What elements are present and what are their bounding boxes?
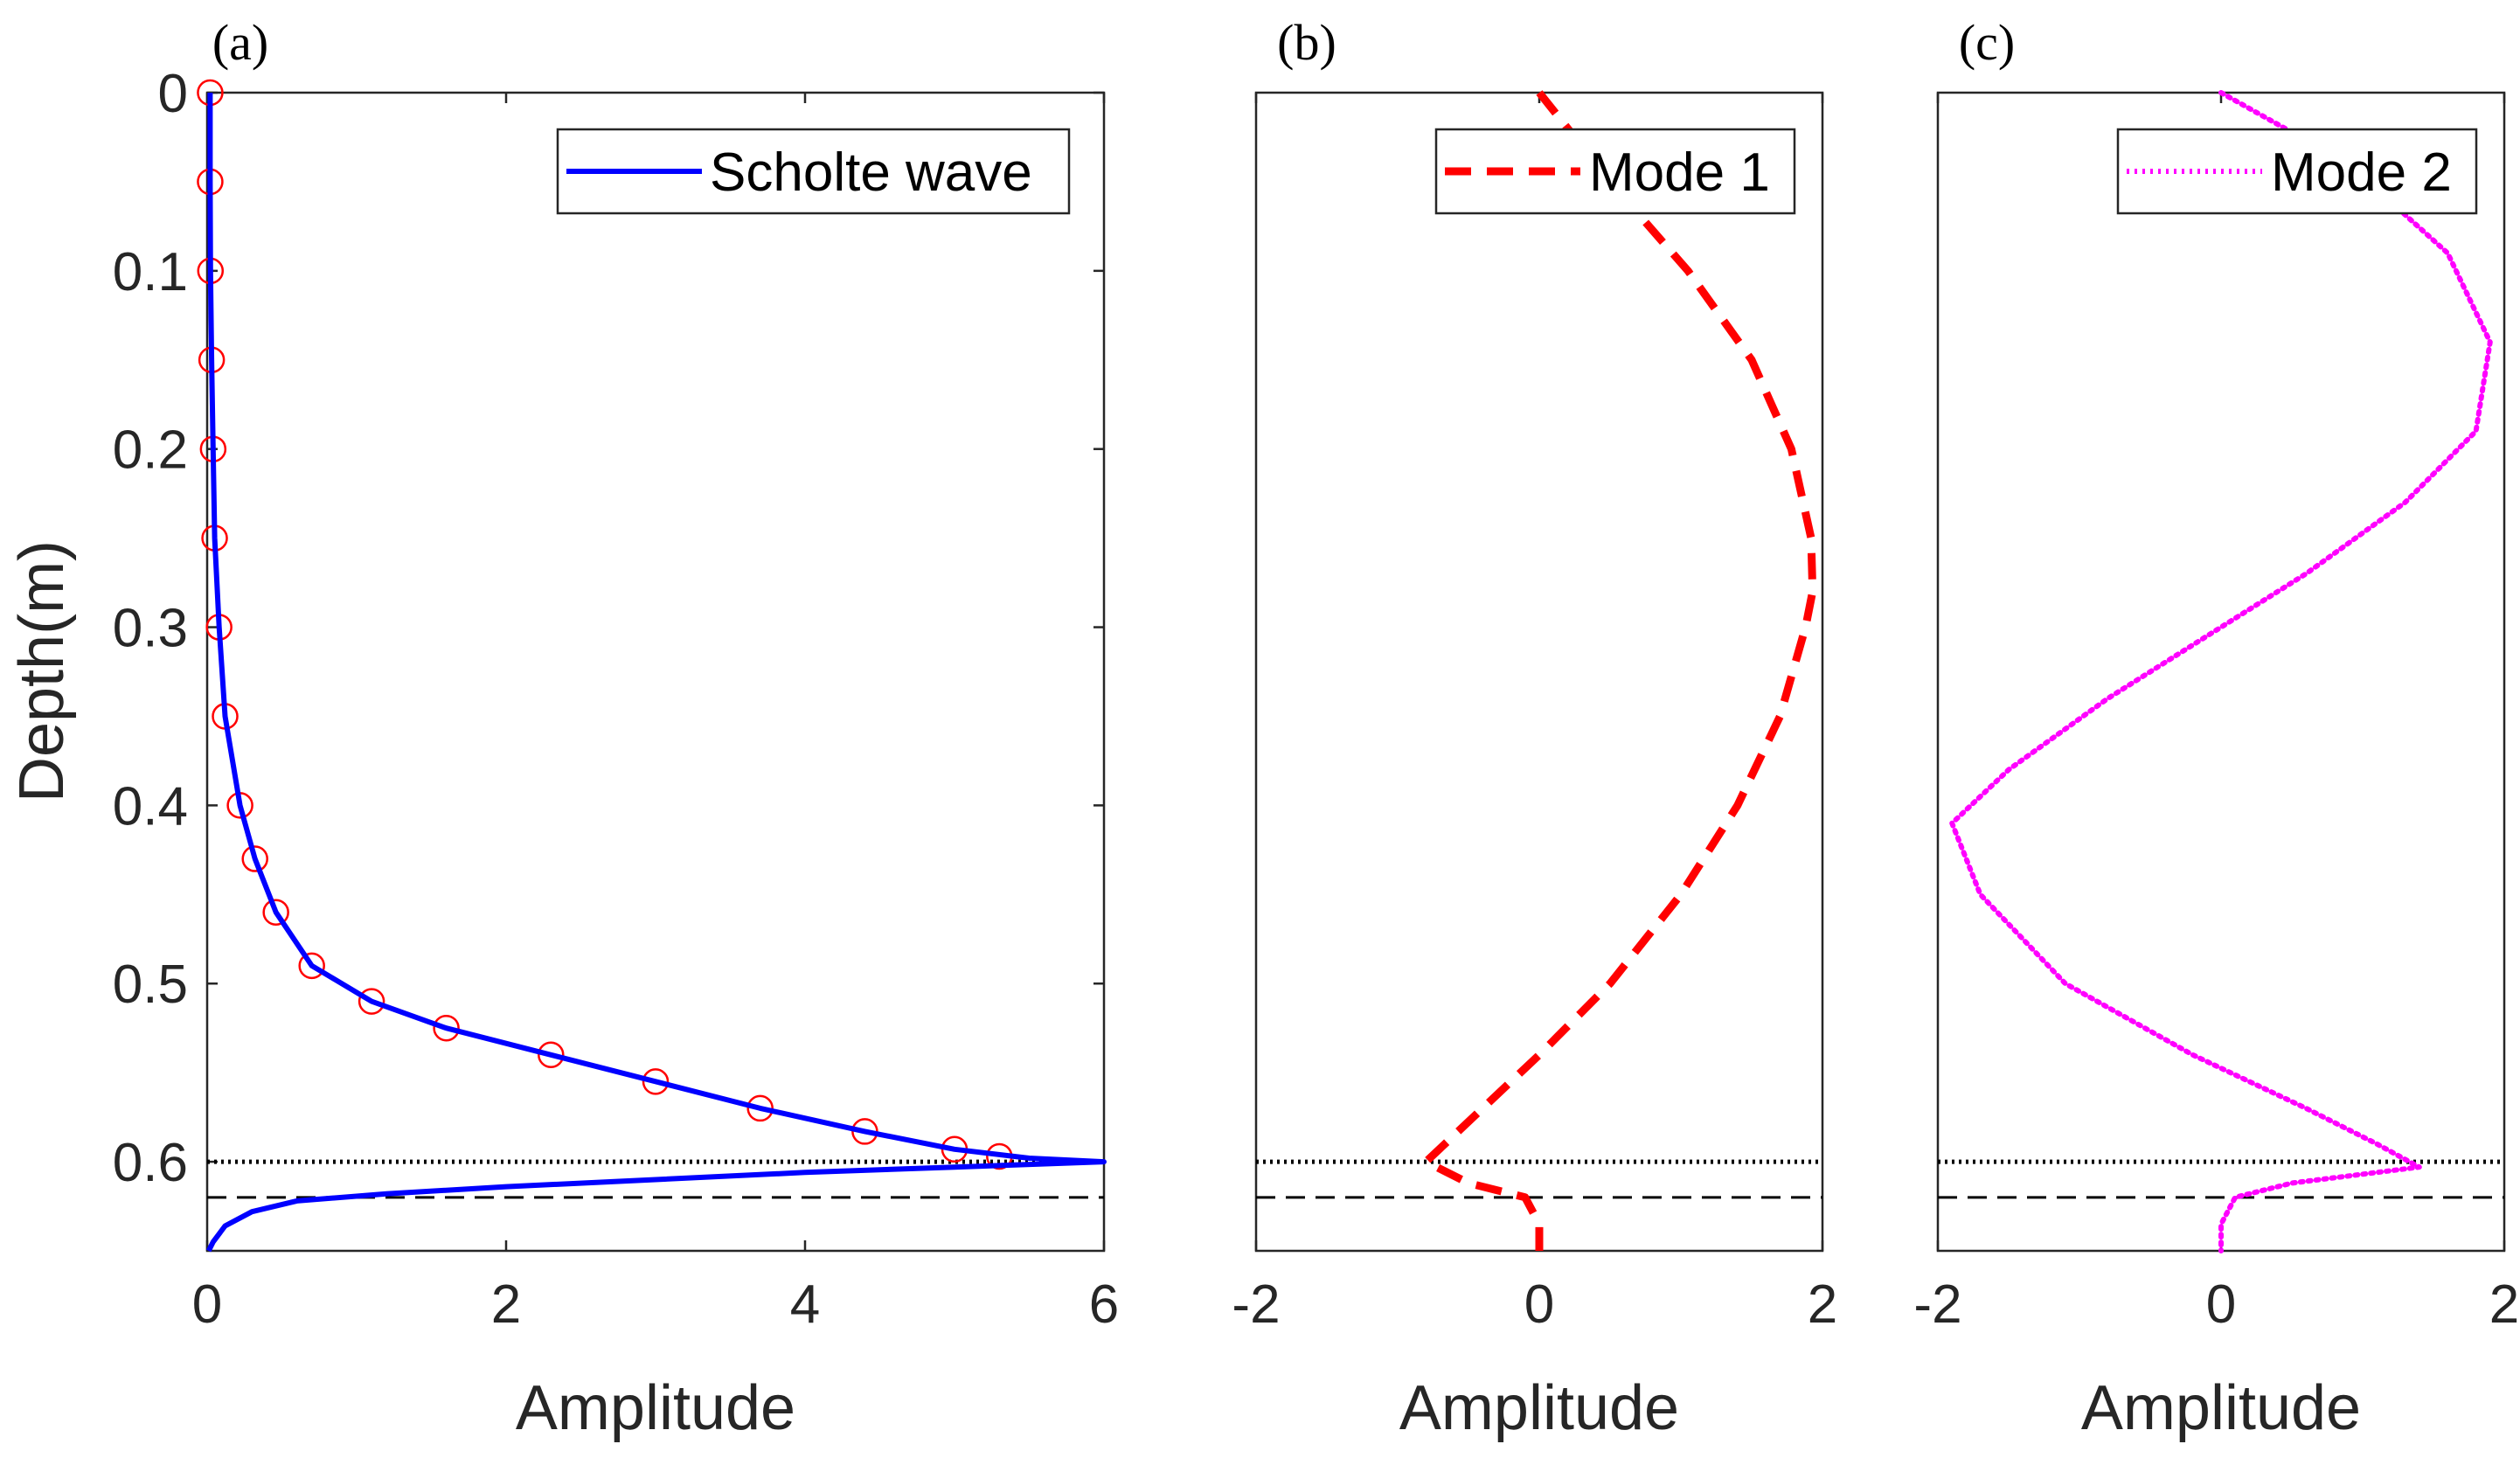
panel-b-series-line — [1421, 90, 1817, 1251]
panel-c-x-tick-label: 0 — [2206, 1274, 2236, 1335]
panel-c-legend-box — [2116, 128, 2478, 215]
panel-a-data-marker — [746, 1094, 774, 1122]
panel-b: (b) -2 0 2 Amplitude Mode 1 — [1232, 14, 1837, 1443]
panel-a-x-axis-label: Amplitude — [516, 1373, 795, 1443]
panel-c-x-tick-label: -2 — [1913, 1274, 1961, 1335]
panel-a-y-axis-label: Depth(m) — [7, 540, 77, 802]
panel-a-x-tick-label: 2 — [491, 1274, 521, 1335]
panel-a-y-tick-label: 0 — [158, 64, 188, 124]
panel-a-legend: Scholte wave — [556, 128, 1071, 215]
panel-a-data-marker — [538, 1041, 565, 1069]
panel-c-legend-label: Mode 2 — [2271, 142, 2452, 203]
panel-a-y-tick-label: 0.6 — [113, 1133, 188, 1193]
panel-a-y-tick-label: 0.1 — [113, 242, 188, 302]
panel-c-x-tick-label: 2 — [2489, 1274, 2519, 1335]
panel-b-label: (b) — [1277, 14, 1336, 71]
panel-b-x-tick-label: 0 — [1524, 1274, 1554, 1335]
panel-a-data-marker — [262, 899, 289, 926]
panel-a-data-marker — [298, 952, 325, 980]
panel-c-x-axis-label: Amplitude — [2081, 1373, 2361, 1443]
panel-a-label: (a) — [212, 14, 268, 71]
panel-a-legend-label: Scholte wave — [710, 142, 1032, 203]
panel-a-data-marker — [433, 1014, 460, 1042]
panel-b-legend-label: Mode 1 — [1589, 142, 1770, 203]
panel-b-legend: Mode 1 — [1434, 128, 1796, 215]
panel-a-data-marker — [642, 1068, 670, 1095]
panel-a-series-line — [206, 93, 1107, 1253]
panel-a-data-marker — [241, 845, 268, 872]
panel-a-y-tick-label: 0.4 — [113, 776, 188, 837]
panel-a-x-tick-label: 6 — [1089, 1274, 1119, 1335]
panel-c-series-line — [1949, 90, 2493, 1253]
panel-a-x-tick-label: 0 — [192, 1274, 222, 1335]
panel-a-data-marker — [358, 988, 385, 1015]
panel-c-legend: Mode 2 — [2116, 128, 2478, 215]
panel-c: (c) -2 0 2 Amplitude Mode 2 — [1913, 14, 2519, 1443]
panel-a: (a) 0 0.1 0.2 0.3 0.4 0.5 0.6 0 2 4 6 Depth(m) Am… — [7, 14, 1119, 1443]
panel-b-x-tick-label: 2 — [1808, 1274, 1837, 1335]
panel-a-y-tick-label: 0.2 — [113, 420, 188, 481]
panel-b-x-axis-label: Amplitude — [1399, 1373, 1679, 1443]
panel-a-frame — [205, 91, 1106, 1253]
panel-a-x-tick-label: 4 — [790, 1274, 820, 1335]
panel-b-frame — [1254, 91, 1824, 1253]
panel-c-frame — [1936, 91, 2506, 1253]
panel-b-x-tick-label: -2 — [1232, 1274, 1280, 1335]
panel-a-y-tick-label: 0.3 — [113, 599, 188, 659]
panel-c-label: (c) — [1959, 14, 2015, 71]
panel-a-y-tick-label: 0.5 — [113, 955, 188, 1015]
